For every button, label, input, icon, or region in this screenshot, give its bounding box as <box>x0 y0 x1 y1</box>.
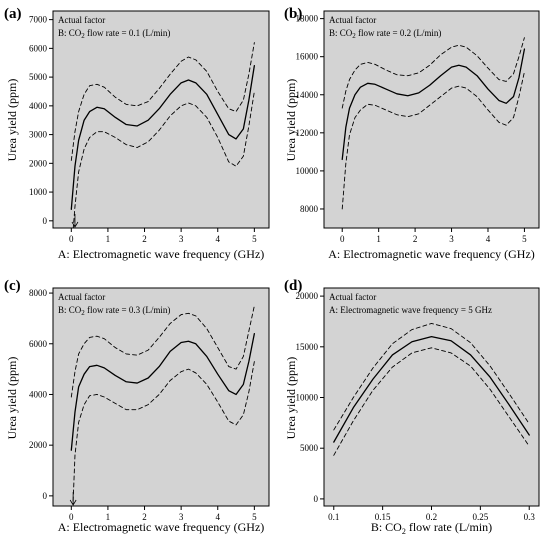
fit-line <box>333 336 530 443</box>
note-factor: B: CO2 flow rate = 0.2 (L/min) <box>329 28 441 40</box>
fit-line <box>70 332 256 451</box>
x-tick-label: 4 <box>215 512 220 522</box>
plot-area <box>52 10 270 229</box>
y-tick-label: 14000 <box>296 90 319 100</box>
panel-3: (d) 0.1 0.15 0.2 0.25 0.3 0 5000 10000 15000 20000… <box>284 278 540 536</box>
note-factor: B: CO2 flow rate = 0.3 (L/min) <box>58 305 170 317</box>
note-factor: B: CO2 flow rate = 0.1 (L/min) <box>58 28 170 40</box>
y-tick-label: 8000 <box>29 288 48 298</box>
y-tick-label: 20000 <box>296 291 319 301</box>
fit-line <box>70 64 256 210</box>
y-tick-label: 6000 <box>29 339 48 349</box>
x-axis-label: A: Electromagnetic wave frequency (GHz) <box>58 520 265 534</box>
x-tick-label: 5 <box>522 234 527 244</box>
fit-line <box>341 48 526 161</box>
x-axis-label: A: Electromagnetic wave frequency (GHz) <box>58 247 265 261</box>
x-tick-label: 3 <box>179 512 184 522</box>
y-axis-label: Urea yield (ppm) <box>284 357 298 440</box>
y-tick-label: 12000 <box>296 128 319 138</box>
note-factor: A: Electromagnetic wave frequency = 5 GH… <box>329 305 492 315</box>
ci-lower-line <box>72 361 255 502</box>
x-tick-label: 0.3 <box>524 512 536 522</box>
y-tick-label: 15000 <box>296 342 319 352</box>
y-tick-label: 3000 <box>29 130 48 140</box>
x-tick-label: 1 <box>376 234 381 244</box>
y-tick-label: 2000 <box>29 158 48 168</box>
x-tick-label: 0 <box>69 512 74 522</box>
y-tick-label: 10000 <box>296 166 319 176</box>
panel-1: (b) 0 1 2 3 4 5 8000 10000 12000 14000 16000 18000 A:… <box>284 6 540 261</box>
panel-0: (a) 0 1 2 3 4 5 0 1000 2000 3000 4000 5000 6000 7000 A:… <box>4 6 270 261</box>
x-tick-label: 0.1 <box>328 512 339 522</box>
y-tick-label: 4000 <box>29 101 48 111</box>
arrow-marker <box>69 492 77 506</box>
ci-upper-line <box>70 305 255 398</box>
panel-label: (d) <box>284 278 302 294</box>
y-axis-label: Urea yield (ppm) <box>5 357 19 440</box>
x-tick-label: 5 <box>252 234 257 244</box>
y-tick-label: 6000 <box>29 43 48 53</box>
ci-upper-line <box>341 37 525 109</box>
panel-label: (a) <box>4 6 22 22</box>
y-tick-label: 0 <box>43 491 48 501</box>
panel-2: (c) 0 1 2 3 4 5 0 2000 4000 6000 8000 A: Electromagn… <box>4 278 270 534</box>
x-tick-label: 3 <box>179 234 184 244</box>
plot-area <box>52 287 270 507</box>
x-tick-label: 3 <box>449 234 454 244</box>
y-tick-label: 0 <box>43 216 48 226</box>
x-tick-label: 0.25 <box>472 512 488 522</box>
note-title: Actual factor <box>58 292 105 302</box>
x-tick-label: 0 <box>340 234 345 244</box>
panel-label: (b) <box>284 6 302 22</box>
plot-area <box>323 10 540 229</box>
ci-lower-line <box>333 347 530 456</box>
x-axis-label: A: Electromagnetic wave frequency (GHz) <box>328 247 535 261</box>
y-tick-label: 4000 <box>29 389 48 399</box>
x-tick-label: 0.15 <box>375 512 391 522</box>
x-tick-label: 0 <box>69 234 74 244</box>
y-tick-label: 10000 <box>296 393 319 403</box>
x-tick-label: 1 <box>106 512 111 522</box>
x-tick-label: 5 <box>252 512 257 522</box>
plot-area <box>323 287 540 507</box>
y-axis-label: Urea yield (ppm) <box>284 79 298 162</box>
y-axis-label: Urea yield (ppm) <box>5 79 19 162</box>
x-tick-label: 0.2 <box>426 512 437 522</box>
ci-upper-line <box>70 42 255 161</box>
x-tick-label: 1 <box>106 234 111 244</box>
y-tick-label: 2000 <box>29 440 48 450</box>
y-tick-label: 5000 <box>300 443 319 453</box>
x-tick-label: 2 <box>142 234 147 244</box>
y-tick-label: 1000 <box>29 187 48 197</box>
y-tick-label: 18000 <box>296 14 319 24</box>
y-tick-label: 0 <box>314 494 319 504</box>
x-tick-label: 2 <box>413 234 418 244</box>
ci-upper-line <box>333 323 530 431</box>
ci-lower-line <box>72 91 255 228</box>
note-title: Actual factor <box>329 15 376 25</box>
x-tick-label: 4 <box>215 234 220 244</box>
x-tick-label: 2 <box>142 512 147 522</box>
y-tick-label: 7000 <box>29 15 48 25</box>
y-tick-label: 5000 <box>29 72 48 82</box>
y-tick-label: 8000 <box>300 204 319 214</box>
arrow-marker <box>71 214 79 228</box>
y-tick-label: 16000 <box>296 52 319 62</box>
note-title: Actual factor <box>329 292 376 302</box>
panel-label: (c) <box>4 278 21 294</box>
x-tick-label: 4 <box>486 234 491 244</box>
ci-lower-line <box>341 71 525 210</box>
x-axis-label: B: CO2 flow rate (L/min) <box>371 520 492 536</box>
note-title: Actual factor <box>58 15 105 25</box>
